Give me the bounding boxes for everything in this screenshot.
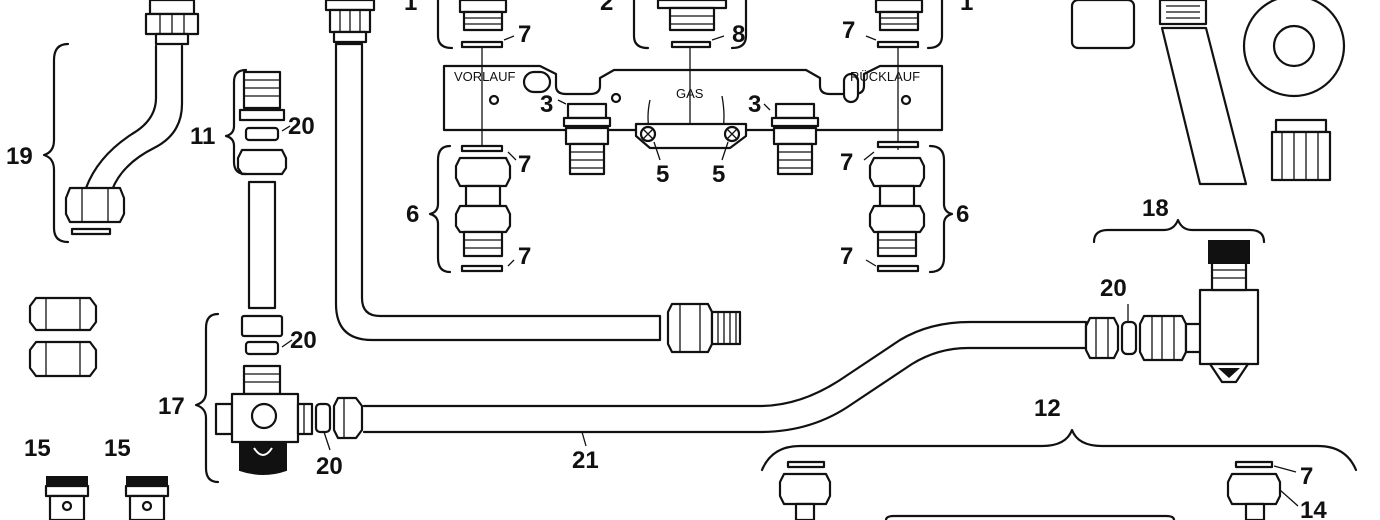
callout-7-top-right: 7: [842, 17, 855, 44]
leader-lines: [281, 35, 1299, 507]
fitting-top-left: [144, 0, 200, 46]
fitting-stack-11: [236, 70, 288, 176]
bracket-17: [194, 312, 220, 484]
bracket-6-left: [428, 144, 452, 274]
top-fitting-vorlauf: [458, 0, 508, 49]
callout-19: 19: [6, 143, 33, 170]
bracket-top-1b: [926, 0, 944, 50]
hose-12: [884, 514, 1176, 520]
callout-18: 18: [1142, 195, 1169, 222]
callout-2: 2: [600, 0, 613, 16]
valve-assembly-18: [1084, 240, 1260, 384]
callout-7-bottom: 7: [1300, 463, 1313, 490]
callout-15-left: 15: [24, 435, 51, 462]
callout-21: 21: [572, 447, 599, 474]
bracket-top-2b: [730, 0, 748, 50]
callout-5-left: 5: [656, 161, 669, 188]
callout-7-top-left: 7: [518, 21, 531, 48]
fitting-12-right: [1226, 460, 1282, 520]
callout-6-left: 6: [406, 201, 419, 228]
bracket-11: [224, 68, 248, 176]
callout-20-low: 20: [316, 453, 343, 480]
callout-12: 12: [1034, 395, 1061, 422]
callout-3-left: 3: [540, 91, 553, 118]
gas-clamp: [634, 122, 748, 150]
fitting-12-left: [778, 460, 832, 520]
top-fitting-ruecklauf: [874, 0, 924, 49]
hose-21-upper: [334, 42, 662, 342]
bent-hose-19: [84, 44, 184, 192]
callout-20-right: 20: [1100, 275, 1127, 302]
union-6-right: [868, 140, 926, 273]
callout-14: 14: [1300, 497, 1327, 520]
callout-20-mid: 20: [290, 327, 317, 354]
nipple-3-right: [770, 102, 820, 176]
plate-label-vorlauf: VORLAUF: [454, 69, 515, 84]
tee-fitting-17: [214, 314, 364, 475]
bracket-18: [1092, 218, 1266, 244]
callout-11: 11: [190, 123, 215, 150]
hose-end-fitting: [666, 302, 742, 354]
callout-17: 17: [158, 393, 185, 420]
callout-5-right: 5: [712, 161, 725, 188]
cap-15-right: [124, 476, 170, 520]
hose-top-right: [1158, 0, 1248, 186]
cap-part: [1070, 0, 1136, 50]
callout-8: 8: [732, 21, 745, 48]
callout-15-right: 15: [104, 435, 131, 462]
callout-7-mid-right: 7: [840, 149, 853, 176]
plug-fitting: [1270, 118, 1332, 182]
bracket-top-2: [632, 0, 650, 50]
bracket-19: [42, 42, 70, 244]
callout-1-left: 1: [404, 0, 417, 16]
union-6-left: [454, 144, 512, 273]
bracket-top-1a: [436, 0, 454, 50]
callout-7-low-right: 7: [840, 243, 853, 270]
washer-ring: [1242, 0, 1346, 98]
cap-nuts: [28, 296, 98, 378]
callout-6-right: 6: [956, 201, 969, 228]
callout-1-right: 1: [960, 0, 973, 16]
plate-label-ruecklauf: RÜCKLAUF: [850, 69, 920, 84]
guide-lines: [481, 48, 899, 150]
nipple-3-left: [562, 102, 612, 176]
callout-3-right: 3: [748, 91, 761, 118]
top-fitting-gas: [656, 0, 728, 49]
straight-tube: [247, 180, 277, 310]
bracket-12: [760, 428, 1358, 472]
callout-20-top: 20: [288, 113, 315, 140]
fitting-top-center: [324, 0, 376, 44]
callout-7-low-left: 7: [518, 243, 531, 270]
hose-nut-19: [64, 186, 126, 236]
bracket-6-right: [928, 144, 954, 274]
callout-numbers: 1 2 1 7 8 7 3 3 7 5 5 7 6 6 7 7 19 11 20…: [6, 0, 1327, 520]
hose-21-lower: [362, 320, 1088, 434]
callout-7-mid-left: 7: [518, 151, 531, 178]
cap-15-left: [44, 476, 90, 520]
